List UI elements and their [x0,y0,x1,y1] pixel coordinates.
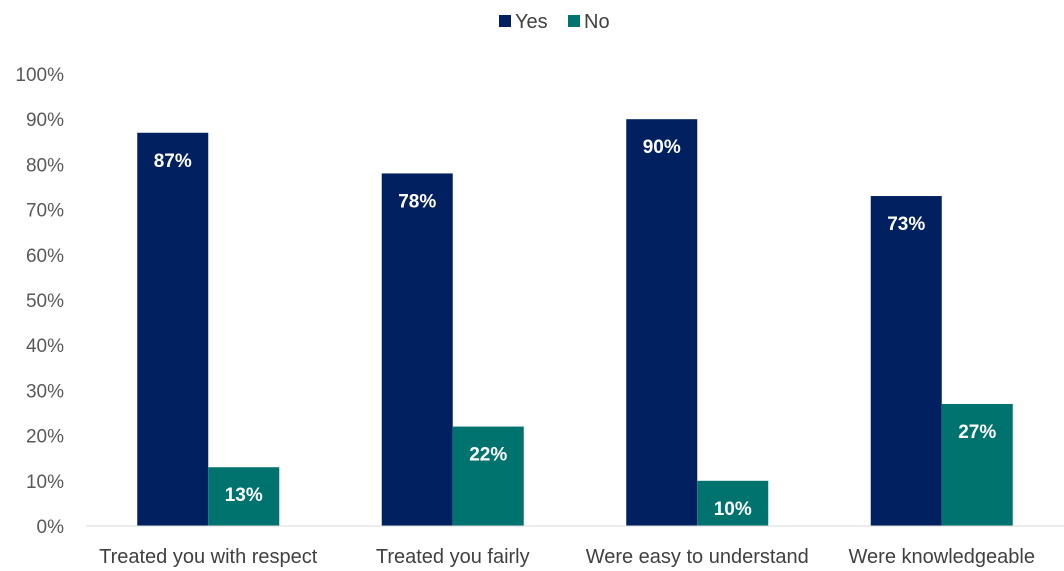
y-tick-label: 60% [26,246,64,267]
legend-swatch [499,15,511,27]
bar-yes-3 [870,196,942,527]
bar-yes-2 [626,119,698,526]
legend-label: Yes [515,11,548,33]
bars: 87% 13% 78% 22% 90% 10% 73% 27% [137,119,1013,527]
y-tick-label: 50% [26,291,64,312]
y-axis: 0% 10% 20% 30% 40% 50% 60% 70% 80% 90% 100% [15,65,64,538]
data-label: 90% [643,137,681,158]
data-label: 27% [958,422,996,443]
data-label: 87% [154,151,192,172]
x-tick-label: Treated you with respect [99,546,318,568]
legend-item: No [568,11,610,33]
data-label: 78% [398,191,436,212]
bar-no-1 [452,426,524,526]
bar-yes-0 [137,132,209,526]
y-tick-label: 0% [37,517,65,538]
legend-item: Yes [499,11,548,33]
legend-label: No [584,11,610,33]
data-label: 10% [714,499,752,520]
y-tick-label: 10% [26,472,64,493]
y-tick-label: 90% [26,110,64,131]
data-label: 73% [887,214,925,235]
x-axis: Treated you with respect Treated you fair… [99,546,1035,568]
data-label: 22% [469,445,507,466]
y-tick-label: 70% [26,201,64,222]
legend-swatch [568,15,580,27]
legend: Yes No [499,11,610,33]
y-tick-label: 20% [26,427,64,448]
y-tick-label: 30% [26,381,64,402]
bar-no-3 [941,403,1013,526]
y-tick-label: 100% [15,65,64,86]
x-tick-label: Were easy to understand [586,546,809,568]
bar-yes-1 [381,173,453,526]
y-tick-label: 40% [26,336,64,357]
bar-no-0 [208,467,280,526]
x-tick-label: Were knowledgeable [849,546,1035,568]
data-label: 13% [225,485,263,506]
x-tick-label: Treated you fairly [376,546,530,568]
y-tick-label: 80% [26,155,64,176]
bar-no-2 [697,480,769,526]
